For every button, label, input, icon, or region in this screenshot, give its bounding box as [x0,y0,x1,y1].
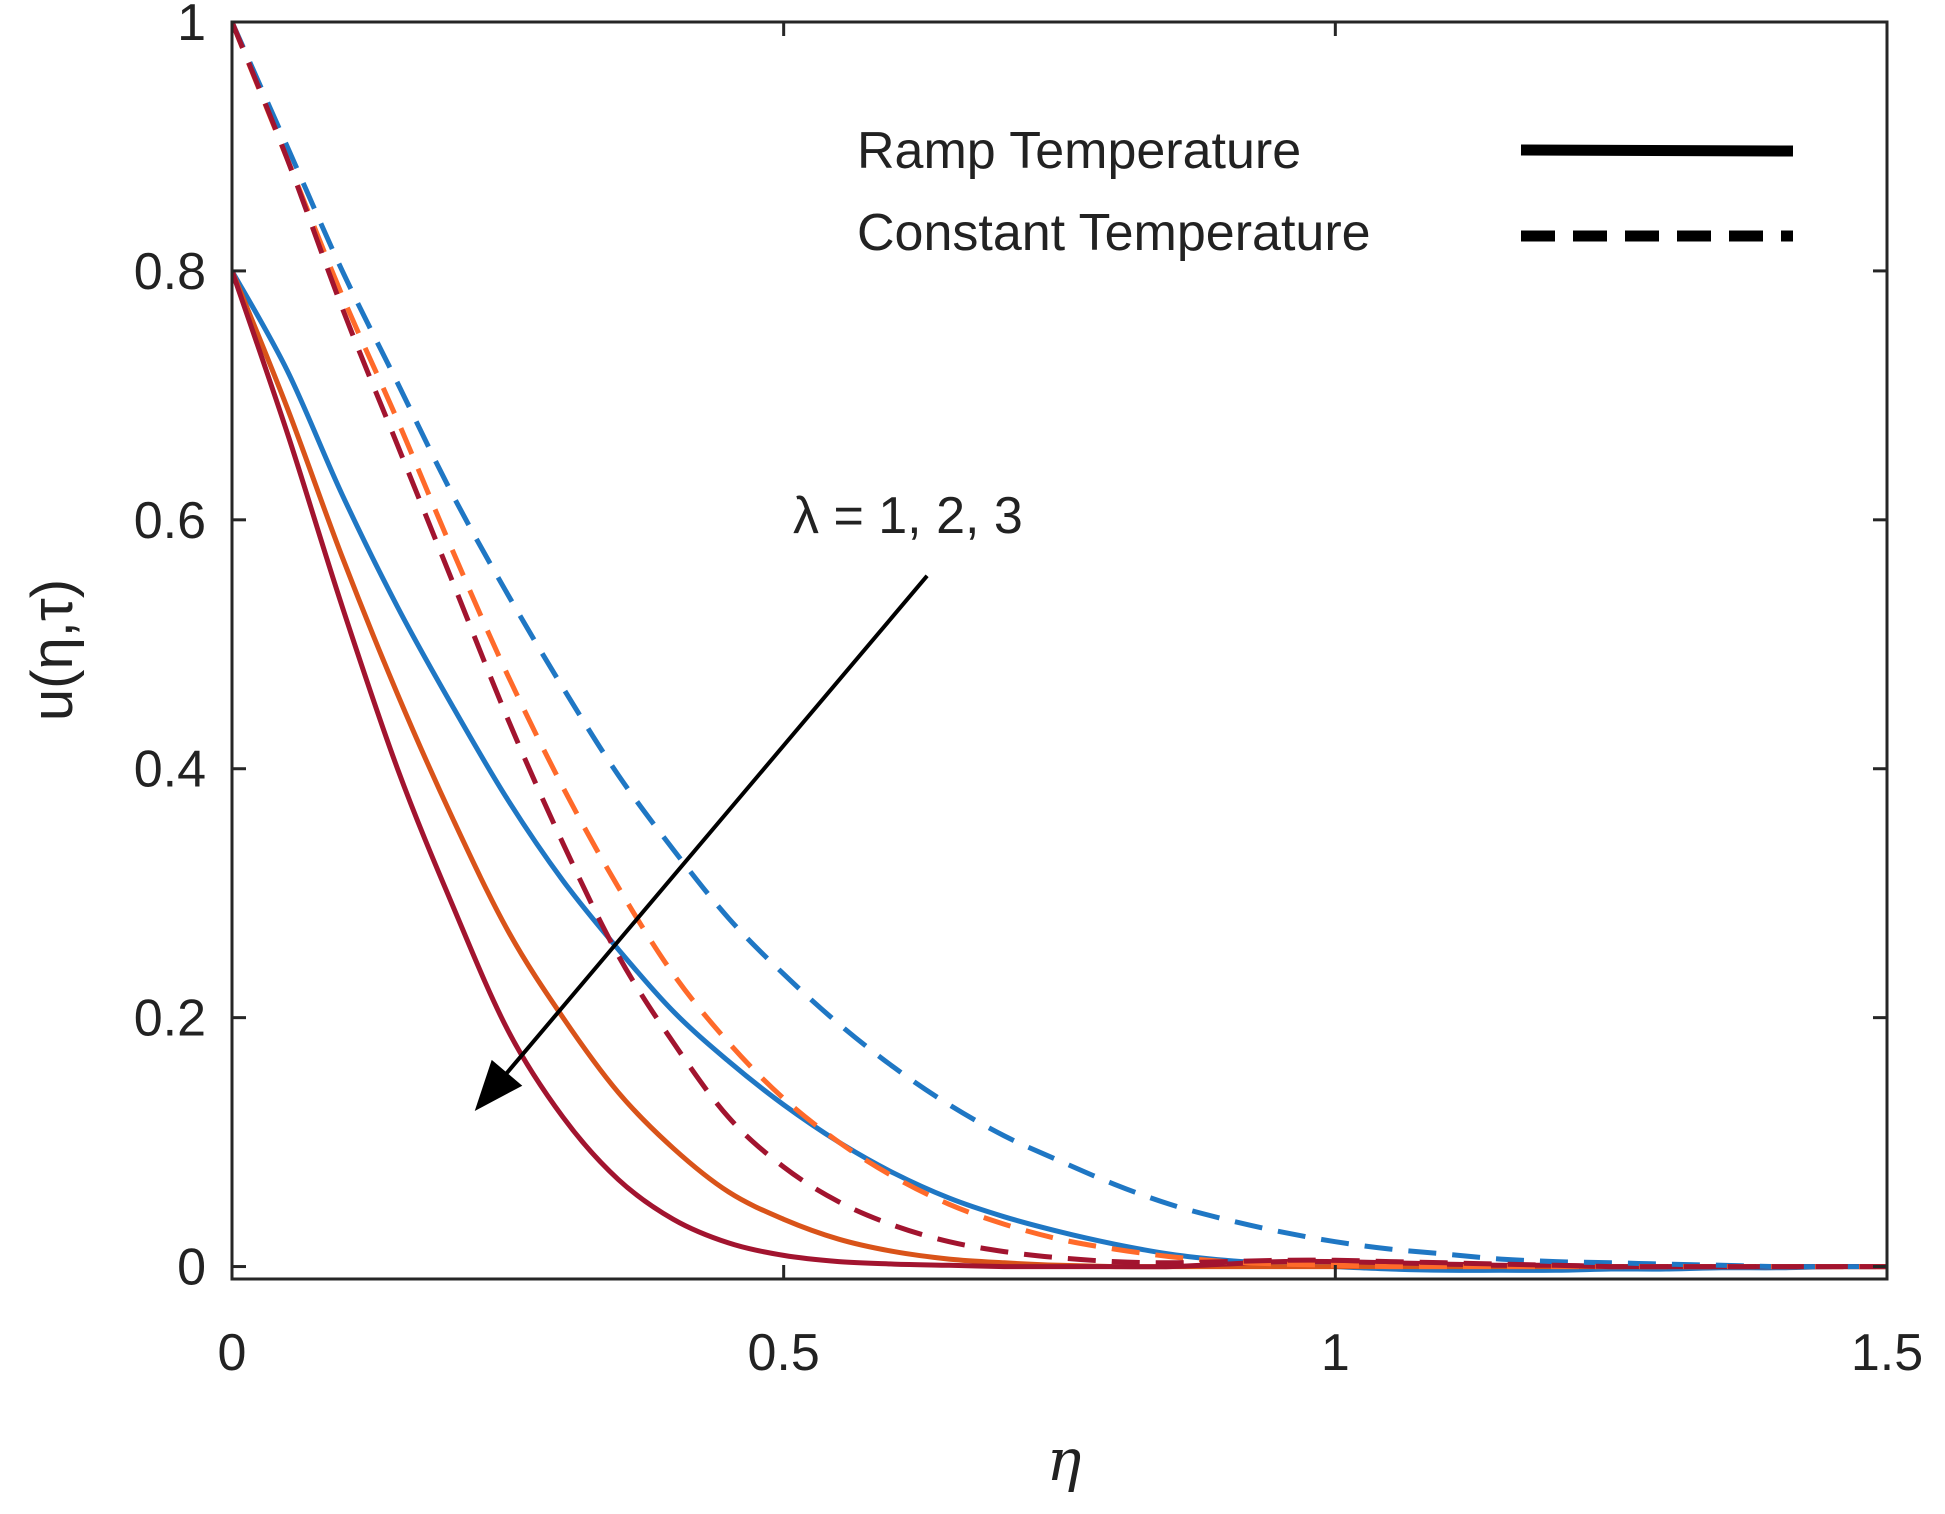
annotation-arrow-head [474,1059,523,1111]
plot-box [230,20,1889,1281]
legend: Ramp Temperature Constant Temperature [857,122,1794,262]
y-tick-label: 0.4 [134,741,206,799]
y-tick-label: 0.8 [134,243,206,301]
series-line-3 [232,270,1887,1270]
series-line-1 [232,269,1887,1273]
legend-label-ramp: Ramp Temperature [857,122,1301,180]
series-layer [232,22,1887,1273]
x-tick-label: 0 [218,1324,247,1382]
x-tick-label: 1 [1321,1324,1350,1382]
y-tick-label: 0.2 [134,990,206,1048]
y-tick-label: 1 [177,0,206,52]
y-tick-label: 0.6 [134,492,206,550]
x-axis-label: η [1047,1426,1082,1494]
y-tick-label: 0 [177,1239,206,1297]
annotation-label: λ = 1, 2, 3 [793,487,1023,545]
series-line-6 [232,22,1887,1270]
series-line-4 [232,22,1887,1270]
ticks-layer: 0 0.5 1 1.5 0 0.2 0.4 0.6 0.8 1 [134,0,1923,1382]
x-tick-label: 1.5 [1851,1324,1923,1382]
annotation-arrow [499,574,929,1082]
y-axis-label: u(η,τ) [20,579,85,721]
legend-label-constant: Constant Temperature [857,204,1371,262]
annotation: λ = 1, 2, 3 [474,487,1023,1111]
legend-swatch-ramp [1520,144,1794,157]
x-tick-label: 0.5 [748,1324,820,1382]
